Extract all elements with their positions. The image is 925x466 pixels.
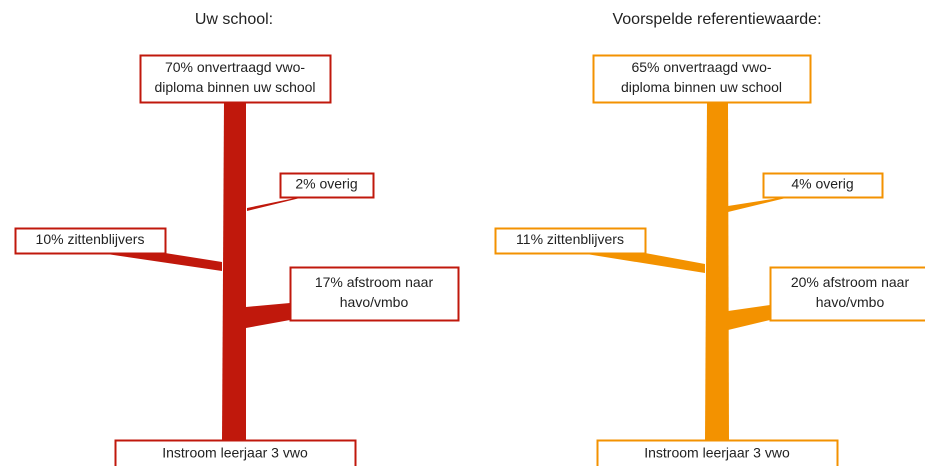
top-label: diploma binnen uw school	[621, 79, 782, 95]
branch-downflow	[728, 305, 770, 330]
repeaters-box	[494, 227, 647, 255]
downflow-label: havo/vmbo	[340, 294, 409, 310]
top-label: 70% onvertraagd vwo-	[165, 59, 305, 75]
branch-other	[247, 197, 300, 211]
downflow-box	[769, 266, 925, 322]
bottom-label: Instroom leerjaar 3 vwo	[162, 445, 308, 461]
bottom-box	[596, 439, 839, 466]
branch-downflow	[246, 303, 290, 328]
downflow-label: 17% afstroom naar	[315, 274, 434, 290]
top-box	[592, 54, 812, 104]
trunk	[222, 102, 246, 440]
panel-title: Uw school:	[195, 11, 273, 28]
panel-title: Voorspelde referentiewaarde:	[612, 11, 821, 28]
other-label: 2% overig	[295, 176, 357, 192]
downflow-box	[289, 266, 460, 322]
repeaters-label: 10% zittenblijvers	[36, 231, 145, 247]
top-box	[139, 54, 332, 104]
trunk	[705, 102, 729, 440]
downflow-label: havo/vmbo	[816, 294, 885, 310]
branch-repeaters	[100, 253, 222, 271]
bottom-box	[114, 439, 357, 466]
top-label: diploma binnen uw school	[154, 79, 315, 95]
branch-repeaters	[580, 253, 705, 273]
bottom-label: Instroom leerjaar 3 vwo	[644, 445, 790, 461]
top-label: 65% onvertraagd vwo-	[631, 59, 771, 75]
other-label: 4% overig	[791, 176, 853, 192]
downflow-label: 20% afstroom naar	[791, 274, 910, 290]
other-box	[762, 172, 884, 199]
other-box	[279, 172, 375, 199]
repeaters-label: 11% zittenblijvers	[516, 231, 624, 247]
repeaters-box	[14, 227, 167, 255]
branch-other	[728, 197, 790, 212]
